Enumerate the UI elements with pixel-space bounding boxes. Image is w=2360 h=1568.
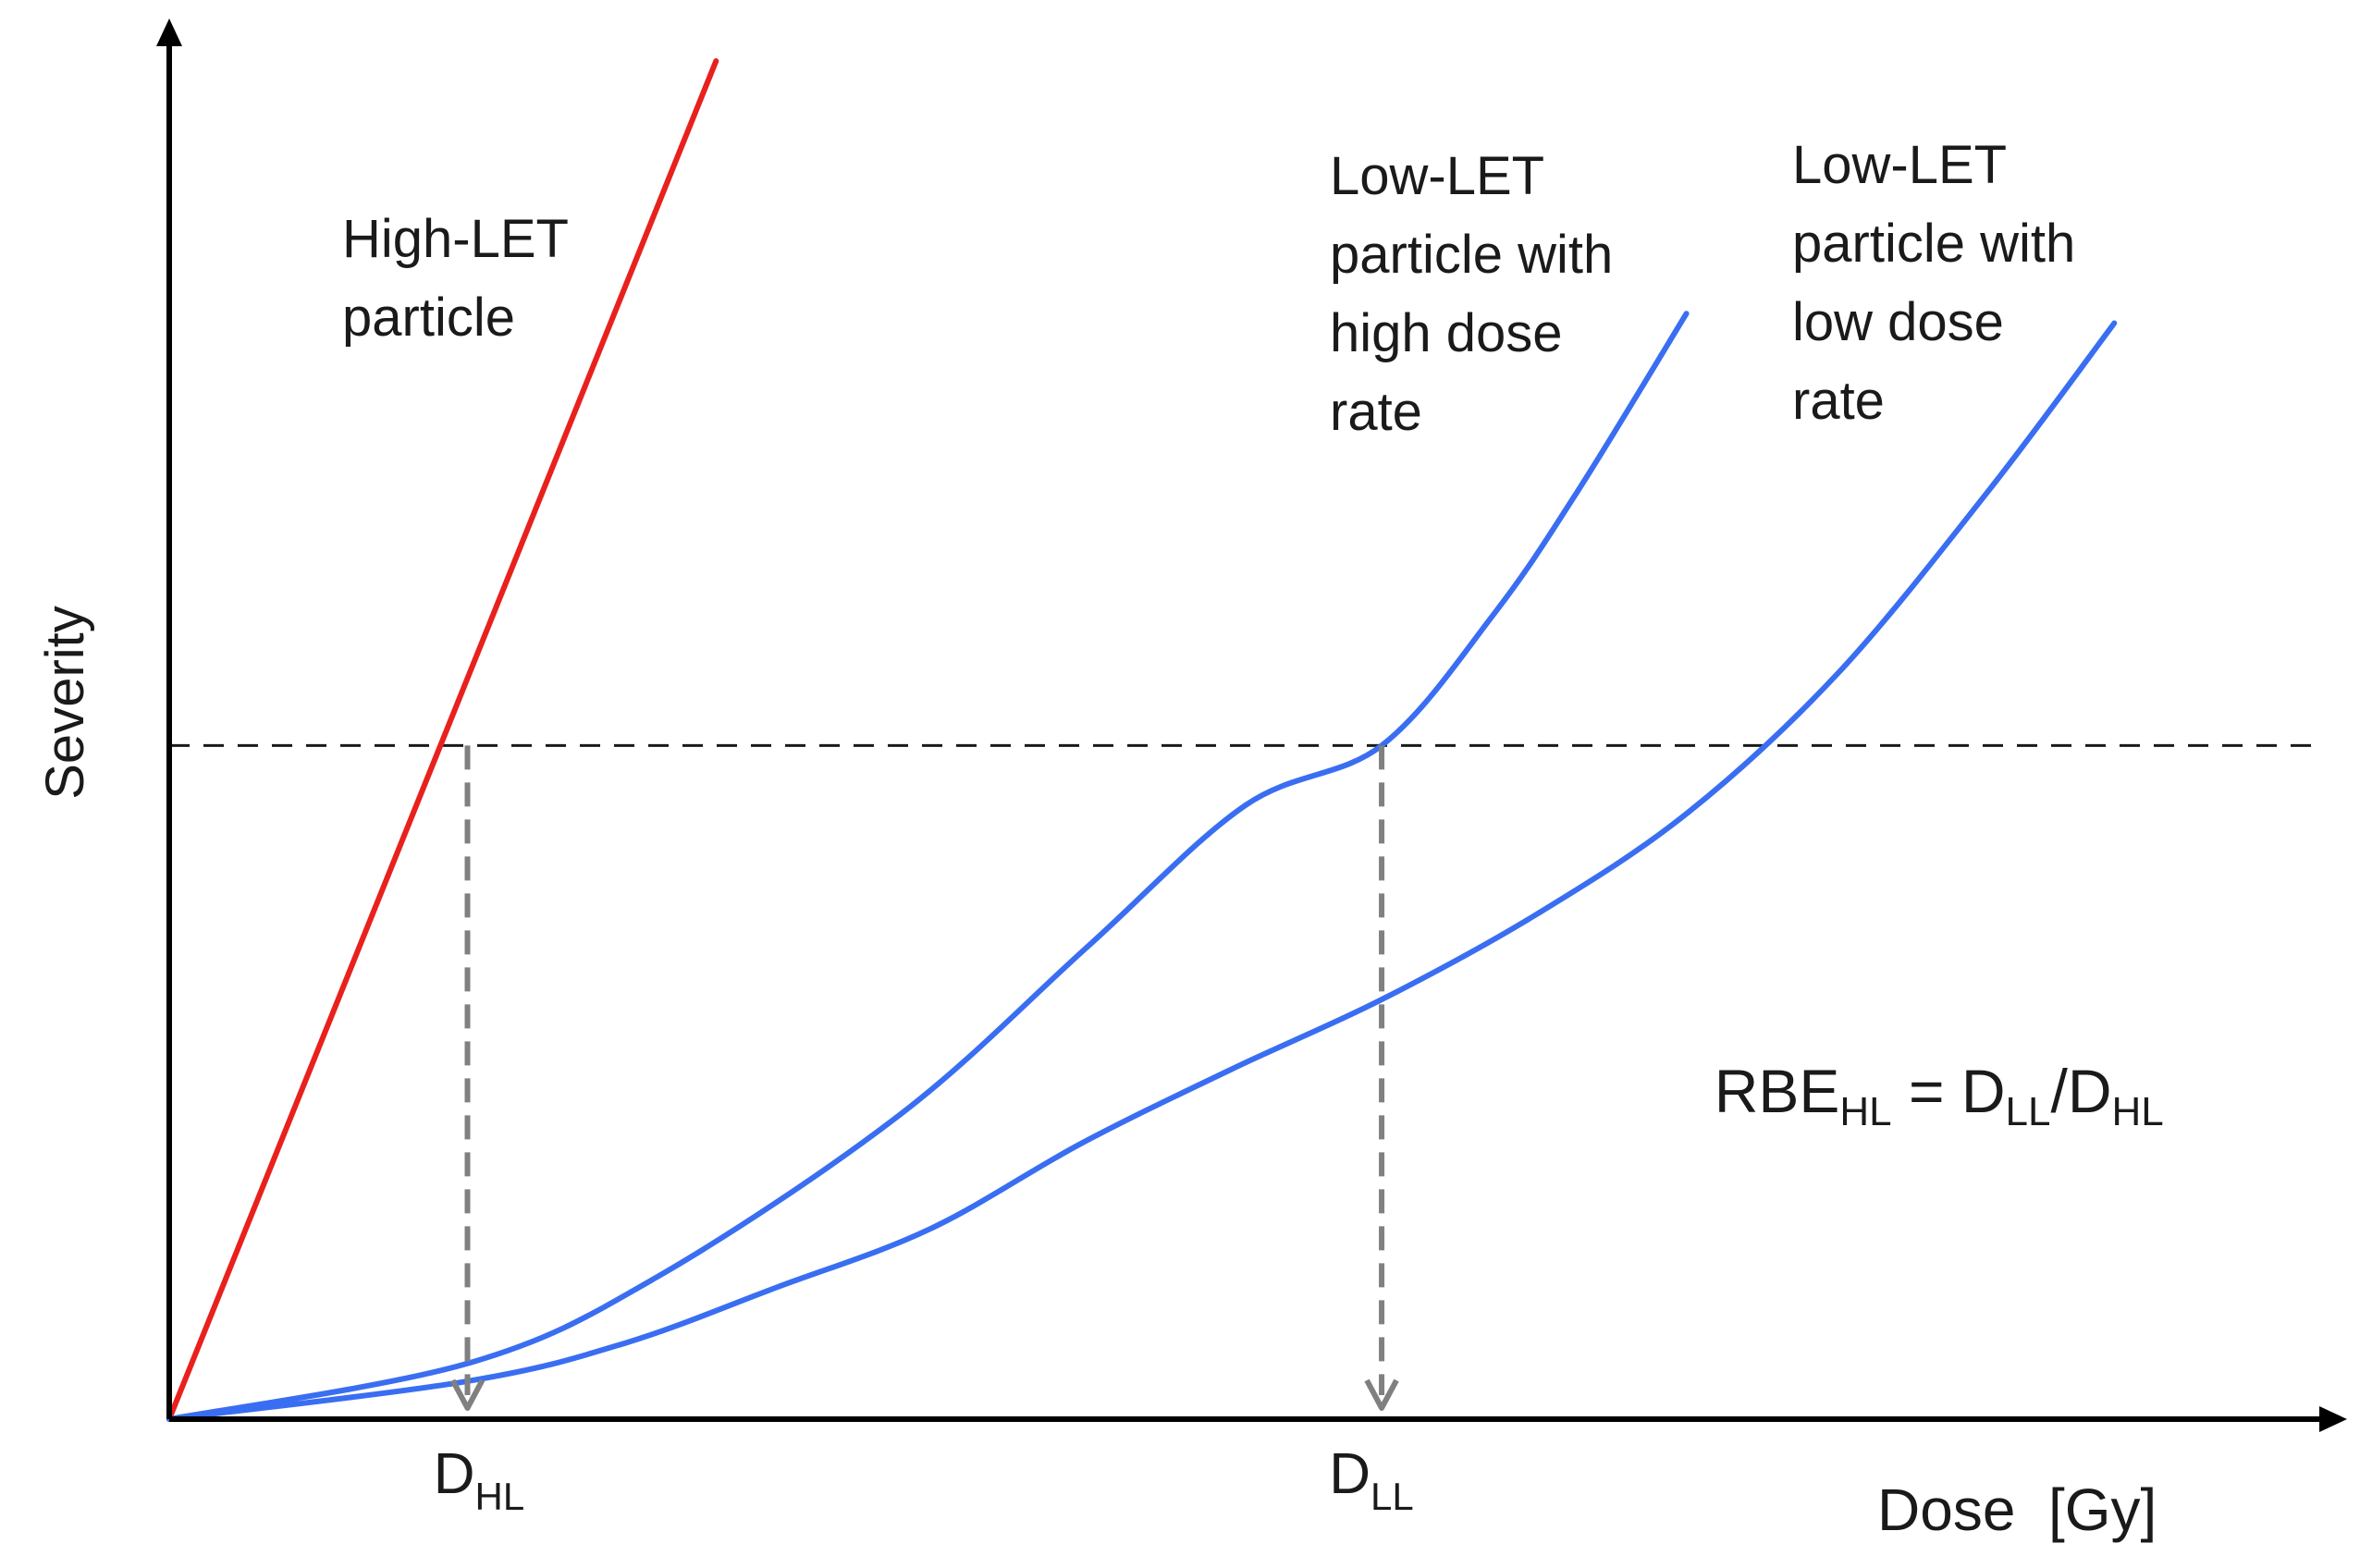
- y-axis-label: Severity: [35, 606, 95, 800]
- series-line-low-let-low-dose-rate: [166, 320, 2118, 1422]
- drop-arrowhead-d-ll: [1364, 1378, 1399, 1411]
- series-label-low-let-high-dose-rate: Low-LET particle with high dose rate: [1330, 146, 1628, 442]
- plot-area: [166, 58, 2317, 1422]
- series-line-low-let-high-dose-rate: [166, 311, 1690, 1422]
- series-label-low-let-low-dose-rate: Low-LET particle with low dose rate: [1792, 135, 2090, 431]
- x-axis-label: Dose [Gy]: [1877, 1476, 2157, 1543]
- x-axis-arrowhead: [2319, 1406, 2347, 1432]
- y-axis-arrowhead: [156, 18, 182, 46]
- series-label-high-let: High-LET particle: [342, 209, 583, 348]
- tick-label-d-ll: DLL: [1329, 1442, 1414, 1518]
- drop-arrowhead-d-hl: [449, 1378, 486, 1411]
- rbe-formula: RBEHL = DLL/DHL: [1629, 1057, 2215, 1138]
- series-line-high-let: [166, 58, 719, 1422]
- tick-label-d-hl: DHL: [434, 1442, 524, 1518]
